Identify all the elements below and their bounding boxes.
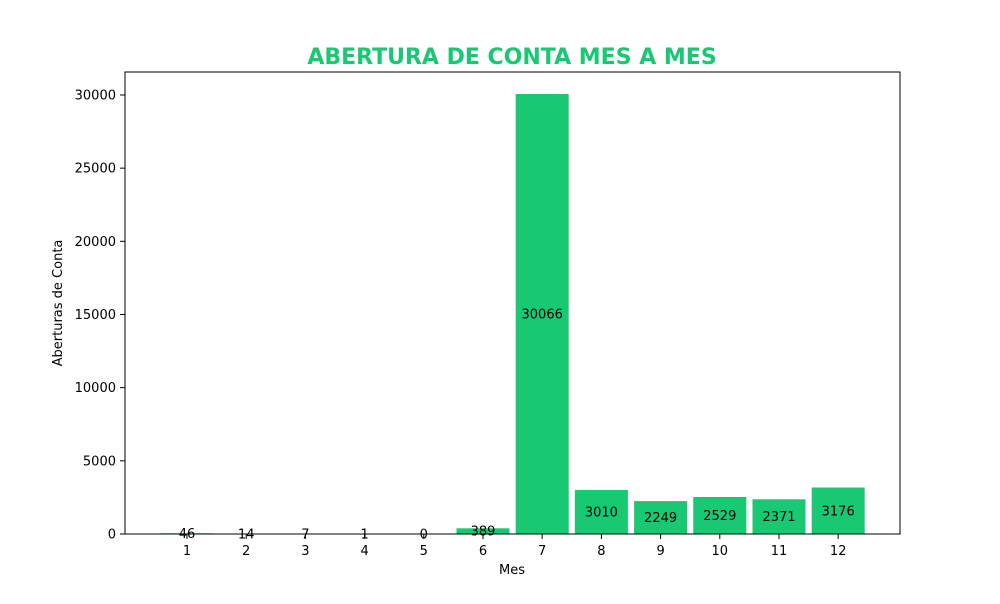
y-tick-label-10000: 10000	[75, 381, 116, 396]
value-label-10: 2529	[703, 509, 736, 524]
x-tick-label-4: 4	[360, 544, 368, 559]
x-tick-label-9: 9	[656, 544, 664, 559]
value-label-2: 14	[238, 527, 255, 542]
chart-title: ABERTURA DE CONTA MES A MES	[307, 45, 716, 70]
value-label-8: 3010	[585, 505, 618, 520]
y-tick-label-20000: 20000	[75, 235, 116, 250]
x-tick-label-2: 2	[242, 544, 250, 559]
value-label-6: 389	[471, 525, 496, 540]
value-label-7: 30066	[522, 308, 563, 323]
value-label-4: 1	[360, 527, 368, 542]
value-label-1: 46	[179, 527, 196, 542]
x-tick-label-5: 5	[420, 544, 428, 559]
value-label-12: 3176	[822, 504, 855, 519]
x-tick-label-3: 3	[301, 544, 309, 559]
y-tick-label-25000: 25000	[75, 162, 116, 177]
y-tick-label-30000: 30000	[75, 88, 116, 103]
value-label-5: 0	[420, 528, 428, 543]
y-tick-label-0: 0	[108, 528, 116, 543]
x-tick-label-11: 11	[771, 544, 788, 559]
plot-frame	[125, 72, 900, 534]
y-axis-label: Aberturas de Conta	[51, 240, 66, 367]
x-tick-label-7: 7	[538, 544, 546, 559]
value-label-11: 2371	[762, 510, 795, 525]
x-axis-label: Mes	[499, 563, 525, 578]
value-label-3: 7	[301, 527, 309, 542]
x-tick-label-6: 6	[479, 544, 487, 559]
x-tick-label-12: 12	[830, 544, 847, 559]
x-tick-label-1: 1	[183, 544, 191, 559]
x-tick-label-8: 8	[597, 544, 605, 559]
value-label-9: 2249	[644, 511, 677, 526]
x-tick-label-10: 10	[712, 544, 729, 559]
y-tick-label-15000: 15000	[75, 308, 116, 323]
y-tick-label-5000: 5000	[83, 454, 116, 469]
